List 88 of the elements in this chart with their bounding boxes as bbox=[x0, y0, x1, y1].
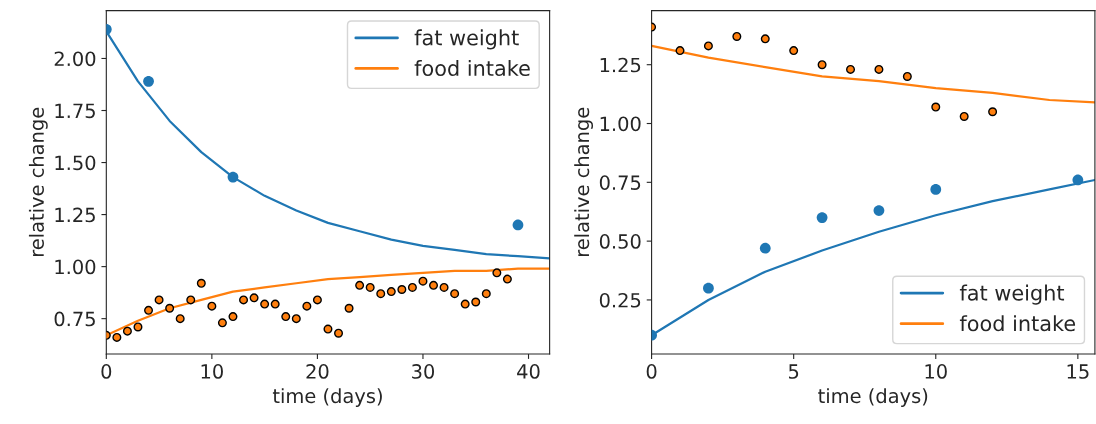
point bbox=[732, 31, 742, 41]
point bbox=[270, 299, 280, 309]
x-tick-label: 0 bbox=[101, 364, 112, 379]
point bbox=[492, 268, 502, 278]
point bbox=[386, 287, 396, 297]
y-tick-label: 1.25 bbox=[600, 57, 641, 73]
point bbox=[239, 295, 249, 305]
x-tick-label: 0 bbox=[646, 364, 657, 379]
point bbox=[112, 332, 122, 342]
point bbox=[1072, 174, 1084, 186]
point bbox=[439, 282, 449, 292]
point bbox=[471, 297, 481, 307]
x-axis-title: time (days) bbox=[818, 388, 928, 407]
point bbox=[512, 219, 524, 231]
point bbox=[460, 299, 470, 309]
point bbox=[228, 312, 238, 322]
legend-label: food intake bbox=[414, 59, 530, 77]
x-tick-label: 10 bbox=[925, 364, 947, 379]
point bbox=[816, 212, 828, 223]
point bbox=[703, 41, 713, 51]
point bbox=[133, 322, 143, 332]
point bbox=[122, 326, 132, 336]
point bbox=[217, 318, 227, 328]
point bbox=[323, 324, 333, 334]
point bbox=[291, 314, 301, 324]
x-tick-label: 20 bbox=[306, 364, 329, 379]
point bbox=[154, 295, 164, 305]
y-tick-label: 1.00 bbox=[600, 116, 641, 132]
x-axis-title: time (days) bbox=[272, 388, 382, 407]
point bbox=[873, 205, 885, 216]
point bbox=[874, 64, 884, 74]
legend-label: fat weight bbox=[959, 284, 1065, 305]
point bbox=[376, 289, 386, 299]
legend-label: fat weight bbox=[414, 29, 519, 50]
point bbox=[407, 282, 417, 292]
y-axis-title: relative change bbox=[574, 107, 594, 257]
point bbox=[931, 102, 941, 112]
point bbox=[281, 312, 291, 322]
y-tick-label: 1.25 bbox=[55, 207, 95, 223]
x-tick-label: 15 bbox=[1067, 364, 1089, 379]
point bbox=[355, 280, 365, 290]
point bbox=[165, 303, 175, 313]
y-tick-label: 1.75 bbox=[55, 103, 95, 119]
y-tick-label: 1.50 bbox=[55, 155, 96, 171]
x-tick-label: 5 bbox=[788, 364, 799, 379]
x-tick-label: 30 bbox=[412, 364, 435, 379]
y-tick-label: 2.00 bbox=[54, 51, 96, 67]
point bbox=[143, 75, 154, 87]
y-tick-label: 1.00 bbox=[55, 259, 96, 275]
legend-label: food intake bbox=[959, 315, 1076, 332]
point bbox=[789, 46, 799, 56]
point bbox=[186, 295, 196, 305]
point bbox=[675, 46, 685, 56]
point bbox=[759, 242, 771, 254]
point bbox=[249, 293, 259, 303]
point bbox=[260, 299, 270, 309]
point bbox=[817, 60, 827, 70]
point bbox=[959, 111, 969, 121]
point bbox=[207, 301, 217, 311]
point bbox=[418, 276, 428, 286]
point bbox=[365, 282, 375, 292]
line-series bbox=[651, 44, 1095, 104]
point bbox=[397, 285, 407, 295]
point bbox=[902, 71, 912, 81]
point bbox=[334, 328, 344, 338]
y-tick-label: 0.75 bbox=[599, 175, 641, 190]
point bbox=[760, 34, 770, 44]
point bbox=[344, 303, 354, 313]
point bbox=[930, 184, 942, 195]
y-tick-label: 0.25 bbox=[599, 292, 641, 308]
point bbox=[429, 280, 439, 290]
y-tick-label: 0.75 bbox=[54, 311, 95, 327]
point bbox=[846, 64, 856, 74]
point bbox=[302, 301, 312, 311]
point bbox=[175, 314, 185, 324]
point bbox=[502, 274, 512, 284]
point bbox=[227, 171, 239, 183]
point bbox=[481, 289, 491, 299]
x-tick-label: 10 bbox=[201, 364, 223, 379]
point bbox=[450, 289, 460, 299]
point bbox=[144, 305, 154, 315]
point bbox=[196, 278, 206, 288]
point bbox=[703, 282, 714, 294]
point bbox=[312, 295, 322, 305]
y-axis-title: relative change bbox=[28, 107, 48, 257]
point bbox=[988, 107, 998, 117]
x-tick-label: 40 bbox=[517, 364, 540, 379]
y-tick-label: 0.50 bbox=[599, 234, 641, 249]
